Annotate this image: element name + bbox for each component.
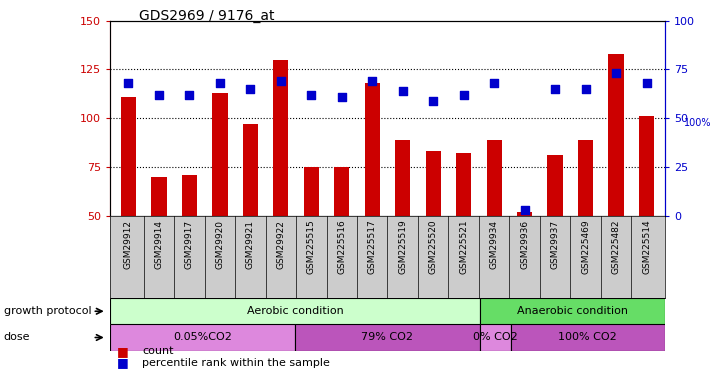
Point [214,80,225,86]
Point [367,78,378,84]
Point [610,70,621,76]
Bar [110,298,480,324]
Text: GSM29921: GSM29921 [246,220,255,269]
Bar [304,167,319,216]
Point [427,98,439,104]
Text: ■: ■ [117,356,129,369]
Point [550,86,561,92]
Text: GSM225517: GSM225517 [368,220,377,274]
Point [183,92,195,98]
Text: GSM29914: GSM29914 [154,220,164,269]
Point [641,80,652,86]
Bar [547,155,562,216]
Bar [609,54,624,216]
Text: GSM225519: GSM225519 [398,220,407,274]
Y-axis label: 100%: 100% [684,118,711,128]
Bar [456,153,471,216]
Bar [517,212,533,216]
Text: Anaerobic condition: Anaerobic condition [517,306,628,316]
Bar [578,140,593,216]
Bar [639,116,654,216]
Text: GSM29917: GSM29917 [185,220,194,269]
Bar [273,60,289,216]
Bar [334,167,349,216]
Bar [480,324,510,351]
Text: GSM29936: GSM29936 [520,220,529,269]
Bar [242,124,258,216]
Text: 79% CO2: 79% CO2 [361,333,414,342]
Point [275,78,287,84]
Text: GSM225469: GSM225469 [581,220,590,274]
Point [458,92,469,98]
Text: GSM29922: GSM29922 [277,220,285,268]
Point [580,86,592,92]
Text: GSM225514: GSM225514 [642,220,651,274]
Point [519,207,530,213]
Point [154,92,165,98]
Bar [480,298,665,324]
Text: 0% CO2: 0% CO2 [473,333,518,342]
Point [397,88,408,94]
Bar [486,140,502,216]
Text: GSM225482: GSM225482 [611,220,621,274]
Text: GSM29920: GSM29920 [215,220,225,269]
Text: 0.05%CO2: 0.05%CO2 [173,333,232,342]
Text: percentile rank within the sample: percentile rank within the sample [142,358,330,368]
Point [245,86,256,92]
Bar [510,324,665,351]
Text: GSM29937: GSM29937 [550,220,560,269]
Point [336,94,348,100]
Bar [151,177,166,216]
Text: count: count [142,346,173,356]
Point [306,92,317,98]
Bar [121,97,136,216]
Bar [110,324,295,351]
Text: Aerobic condition: Aerobic condition [247,306,343,316]
Text: GDS2969 / 9176_at: GDS2969 / 9176_at [139,9,274,23]
Text: GSM29912: GSM29912 [124,220,133,269]
Bar [295,324,480,351]
Text: dose: dose [4,333,30,342]
Text: 100% CO2: 100% CO2 [558,333,617,342]
Text: growth protocol: growth protocol [4,306,91,316]
Text: GSM225515: GSM225515 [307,220,316,274]
Bar [213,93,228,216]
Text: GSM29934: GSM29934 [490,220,498,269]
Text: GSM225520: GSM225520 [429,220,438,274]
Point [123,80,134,86]
Bar [365,83,380,216]
Point [488,80,500,86]
Bar [395,140,410,216]
Text: ■: ■ [117,345,129,358]
Text: GSM225521: GSM225521 [459,220,468,274]
Bar [426,151,441,216]
Bar [182,175,197,216]
Text: GSM225516: GSM225516 [337,220,346,274]
